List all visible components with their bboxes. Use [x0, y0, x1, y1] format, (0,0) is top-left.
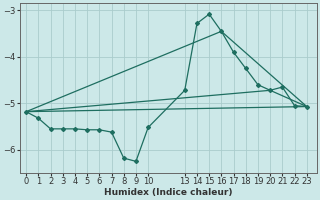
X-axis label: Humidex (Indice chaleur): Humidex (Indice chaleur) [104, 188, 233, 197]
